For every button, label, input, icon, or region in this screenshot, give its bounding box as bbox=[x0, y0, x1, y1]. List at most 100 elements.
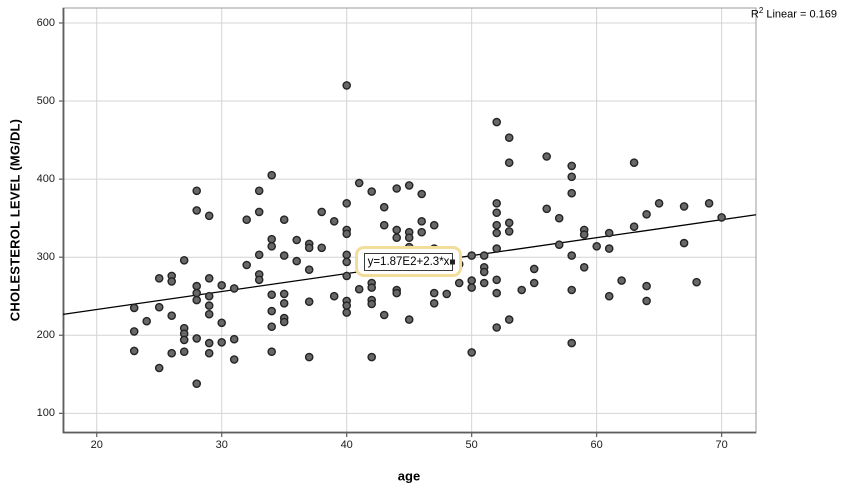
data-point[interactable] bbox=[179, 255, 189, 265]
data-point[interactable] bbox=[254, 250, 264, 260]
data-point[interactable] bbox=[679, 202, 689, 211]
data-point[interactable] bbox=[692, 277, 701, 287]
data-point[interactable] bbox=[304, 297, 314, 307]
data-point[interactable] bbox=[629, 158, 639, 167]
data-point[interactable] bbox=[467, 251, 477, 260]
data-point[interactable] bbox=[479, 267, 489, 277]
data-point[interactable] bbox=[267, 347, 277, 357]
data-point[interactable] bbox=[154, 363, 164, 373]
data-point[interactable] bbox=[567, 338, 577, 348]
data-point[interactable] bbox=[542, 152, 552, 161]
data-point[interactable] bbox=[392, 184, 402, 193]
data-point[interactable] bbox=[529, 264, 539, 274]
data-point[interactable] bbox=[567, 188, 577, 198]
data-point[interactable] bbox=[279, 298, 289, 308]
data-point[interactable] bbox=[267, 306, 277, 316]
data-point[interactable] bbox=[129, 327, 139, 336]
data-point[interactable] bbox=[192, 379, 201, 389]
data-point[interactable] bbox=[479, 278, 489, 288]
data-point[interactable] bbox=[217, 337, 226, 347]
data-point[interactable] bbox=[129, 303, 139, 313]
data-point[interactable] bbox=[492, 208, 502, 217]
data-point[interactable] bbox=[254, 207, 264, 217]
data-point[interactable] bbox=[717, 213, 726, 222]
data-point[interactable] bbox=[342, 198, 352, 208]
data-point[interactable] bbox=[317, 243, 327, 253]
data-point[interactable] bbox=[429, 298, 439, 308]
data-point[interactable] bbox=[604, 228, 614, 238]
data-point[interactable] bbox=[342, 229, 352, 239]
data-point[interactable] bbox=[354, 284, 364, 294]
data-point[interactable] bbox=[342, 301, 352, 310]
data-point[interactable] bbox=[554, 240, 564, 249]
data-point[interactable] bbox=[579, 230, 589, 239]
data-point[interactable] bbox=[254, 275, 264, 285]
data-point[interactable] bbox=[392, 288, 402, 298]
data-point[interactable] bbox=[467, 283, 477, 292]
data-point[interactable] bbox=[342, 257, 352, 267]
data-point[interactable] bbox=[267, 290, 277, 300]
data-point[interactable] bbox=[642, 296, 651, 306]
equation-label[interactable]: y=1.87E2+2.3*x bbox=[363, 252, 456, 271]
data-point[interactable] bbox=[229, 284, 239, 293]
data-point[interactable] bbox=[417, 189, 427, 199]
selection-handle[interactable] bbox=[450, 259, 456, 264]
data-point[interactable] bbox=[567, 251, 577, 260]
data-point[interactable] bbox=[204, 348, 214, 358]
data-point[interactable] bbox=[204, 291, 214, 301]
data-point[interactable] bbox=[642, 281, 651, 291]
data-point[interactable] bbox=[217, 280, 226, 290]
data-point[interactable] bbox=[167, 311, 176, 321]
data-point[interactable] bbox=[529, 278, 539, 288]
data-point[interactable] bbox=[292, 256, 302, 266]
data-point[interactable] bbox=[167, 348, 176, 358]
data-point[interactable] bbox=[392, 225, 402, 235]
data-point[interactable] bbox=[567, 285, 577, 295]
data-point[interactable] bbox=[504, 218, 514, 228]
data-point[interactable] bbox=[492, 244, 502, 253]
data-point[interactable] bbox=[442, 289, 452, 299]
data-point[interactable] bbox=[492, 275, 502, 285]
data-point[interactable] bbox=[367, 187, 377, 196]
data-point[interactable] bbox=[342, 81, 352, 90]
data-point[interactable] bbox=[492, 288, 502, 298]
data-point[interactable] bbox=[267, 170, 277, 180]
data-point[interactable] bbox=[167, 277, 176, 286]
data-point[interactable] bbox=[592, 241, 602, 251]
data-point[interactable] bbox=[429, 220, 439, 230]
data-point[interactable] bbox=[579, 262, 589, 272]
data-point[interactable] bbox=[192, 288, 201, 298]
data-point[interactable] bbox=[479, 251, 489, 260]
data-point[interactable] bbox=[329, 291, 339, 301]
data-point[interactable] bbox=[492, 323, 502, 332]
data-point[interactable] bbox=[379, 310, 389, 320]
data-point[interactable] bbox=[267, 241, 277, 251]
data-point[interactable] bbox=[629, 222, 639, 231]
data-point[interactable] bbox=[254, 186, 264, 196]
data-point[interactable] bbox=[279, 251, 289, 260]
data-point[interactable] bbox=[554, 213, 564, 223]
data-point[interactable] bbox=[192, 334, 201, 343]
data-point[interactable] bbox=[504, 133, 514, 142]
data-point[interactable] bbox=[604, 291, 614, 301]
data-point[interactable] bbox=[279, 215, 289, 224]
data-point[interactable] bbox=[204, 273, 214, 283]
data-point[interactable] bbox=[329, 216, 339, 226]
data-point[interactable] bbox=[317, 207, 327, 217]
data-point[interactable] bbox=[154, 273, 164, 283]
data-point[interactable] bbox=[504, 315, 514, 324]
data-point[interactable] bbox=[204, 301, 214, 310]
data-point[interactable] bbox=[404, 181, 414, 190]
data-point[interactable] bbox=[679, 238, 689, 248]
data-point[interactable] bbox=[379, 220, 389, 230]
data-point[interactable] bbox=[392, 233, 402, 242]
data-point[interactable] bbox=[704, 198, 714, 208]
data-point[interactable] bbox=[504, 227, 514, 236]
data-point[interactable] bbox=[229, 355, 239, 364]
data-point[interactable] bbox=[204, 211, 214, 221]
data-point[interactable] bbox=[654, 198, 664, 208]
data-point[interactable] bbox=[404, 233, 414, 242]
data-point[interactable] bbox=[454, 278, 464, 288]
data-point[interactable] bbox=[429, 288, 439, 298]
data-point[interactable] bbox=[179, 347, 189, 357]
